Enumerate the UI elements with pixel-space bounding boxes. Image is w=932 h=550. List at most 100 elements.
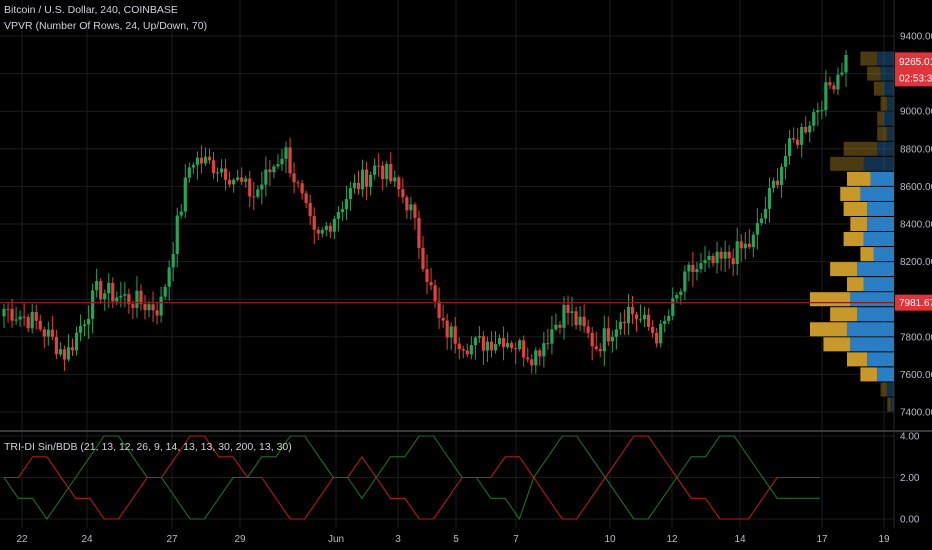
candle-body: [312, 216, 316, 230]
candle-body: [481, 336, 486, 351]
vp-up-bar: [867, 201, 894, 216]
vp-down-bar: [873, 81, 884, 96]
time-axis: 22 24 27 29 Jun 3 5 7 10 12 14 17 19: [16, 534, 890, 545]
candle-body: [707, 255, 711, 261]
candle-body: [324, 225, 328, 230]
candle-body: [594, 346, 598, 350]
vp-down-bar: [830, 307, 858, 322]
candle-body: [840, 72, 844, 75]
candle-body: [320, 229, 324, 234]
time-tick-label: 29: [234, 534, 246, 545]
candle-body: [397, 177, 401, 190]
candle-body: [215, 172, 220, 174]
candle-body: [441, 317, 445, 321]
vp-down-bar: [846, 352, 868, 367]
vpvr-legend[interactable]: VPVR (Number Of Rows, 24, Up/Down, 70): [4, 20, 207, 32]
vp-up-bar: [880, 66, 894, 81]
vp-up-bar: [850, 337, 894, 352]
candle-body: [767, 188, 772, 209]
candle-body: [719, 251, 723, 259]
candle-body: [671, 298, 675, 317]
candle-body: [602, 328, 606, 352]
time-tick-label: 12: [666, 534, 678, 545]
candle-body: [743, 243, 747, 249]
candle-body: [739, 241, 743, 249]
candle-body: [808, 125, 812, 133]
candle-body: [425, 269, 429, 282]
candle-body: [284, 147, 288, 159]
candle-body: [667, 316, 671, 321]
candle-body: [300, 183, 304, 194]
candle-body: [554, 324, 558, 330]
candle-body: [377, 165, 381, 167]
price-tick-label: 8400.00: [900, 220, 932, 231]
candle-body: [364, 169, 369, 187]
vp-up-bar: [846, 322, 894, 337]
candle-body: [66, 347, 71, 360]
poc-price-value: 7981.67: [899, 298, 932, 309]
candle-body: [457, 343, 461, 350]
osc-tick-label: 0.00: [900, 515, 920, 526]
candle-body: [711, 255, 715, 264]
candle-body: [199, 157, 204, 164]
candle-body: [167, 267, 171, 287]
vp-up-bar: [850, 292, 894, 307]
candle-body: [703, 260, 707, 264]
price-tick-label: 7600.00: [900, 370, 932, 381]
candle-body: [473, 337, 477, 346]
candle-body: [695, 268, 699, 273]
candle-body: [119, 295, 123, 298]
vp-up-bar: [863, 232, 894, 247]
candle-body: [562, 304, 566, 328]
candle-body: [393, 177, 397, 182]
vp-up-bar: [877, 51, 894, 66]
candle-body: [352, 182, 357, 189]
symbol-legend[interactable]: Bitcoin / U.S. Dollar, 240, COINBASE: [4, 4, 178, 16]
time-tick-label: 3: [395, 534, 401, 545]
candle-body: [163, 286, 167, 297]
candle-body: [844, 55, 848, 73]
candle-body: [42, 329, 46, 337]
vp-down-bar: [880, 96, 888, 111]
candle-body: [526, 357, 530, 360]
candle-body: [107, 282, 111, 294]
vp-down-bar: [877, 126, 888, 141]
candle-body: [771, 180, 776, 189]
candle-body: [465, 350, 469, 355]
candle-body: [598, 349, 602, 352]
price-tick-label: 7800.00: [900, 332, 932, 343]
candle-body: [747, 243, 751, 248]
candle-body: [58, 349, 63, 355]
indicator-legend[interactable]: TRI-DI Sin/BDB (21, 13, 12, 26, 9, 14, 1…: [4, 441, 292, 453]
candle-body: [429, 281, 433, 286]
candle-body: [179, 211, 183, 216]
candle-body: [413, 204, 417, 218]
candle-body: [219, 168, 224, 173]
candle-body: [804, 126, 808, 133]
vp-down-bar: [843, 232, 864, 247]
candle-body: [622, 321, 627, 324]
candle-body: [421, 247, 425, 270]
candle-body: [655, 332, 659, 344]
indicator-title: TRI-DI Sin/BDB (21, 13, 12, 26, 9, 14, 1…: [4, 441, 292, 453]
candle-body: [687, 264, 691, 272]
candle-body: [50, 329, 54, 337]
vp-down-bar: [846, 171, 871, 186]
time-tick-label: 19: [878, 534, 890, 545]
price-tick-label: 9400.00: [900, 32, 932, 43]
candle-body: [62, 349, 67, 360]
candle-body: [477, 336, 481, 338]
osc-tick-label: 4.00: [900, 432, 920, 443]
candle-body: [614, 329, 618, 337]
time-tick-label: 14: [734, 534, 746, 545]
candle-body: [518, 340, 522, 350]
candle-body: [256, 189, 260, 197]
candle-body: [385, 164, 389, 180]
candle-body: [485, 341, 490, 351]
candle-body: [203, 156, 208, 164]
candle-body: [22, 316, 26, 318]
candle-body: [10, 308, 14, 321]
time-tick-label: Jun: [328, 534, 344, 545]
candle-body: [489, 341, 494, 351]
